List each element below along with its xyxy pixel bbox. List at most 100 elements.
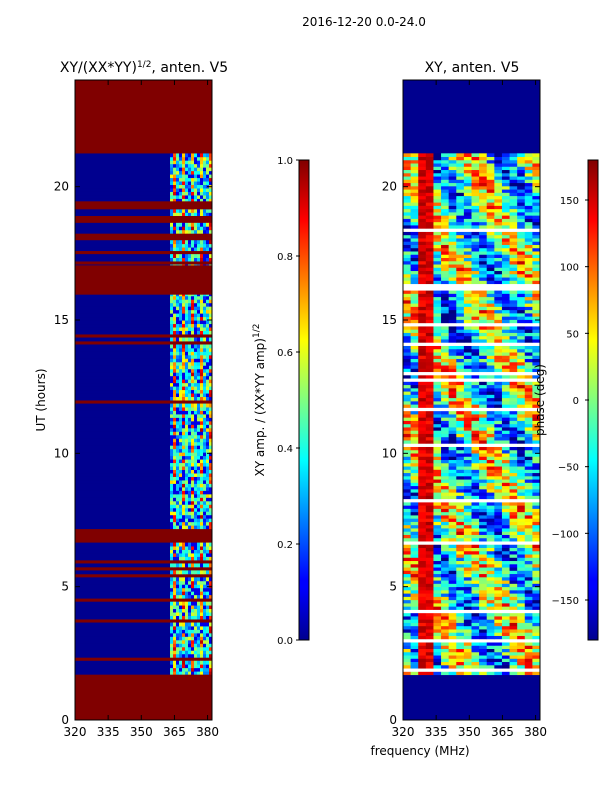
amp-cell bbox=[176, 191, 180, 196]
phase-cell bbox=[418, 632, 427, 636]
phase-cell bbox=[433, 580, 442, 584]
amp-cell bbox=[170, 181, 174, 186]
phase-cell bbox=[501, 440, 510, 444]
phase-cell bbox=[509, 189, 518, 193]
phase-cell bbox=[479, 332, 488, 337]
phase-cell bbox=[524, 202, 533, 206]
amp-cell bbox=[170, 434, 174, 439]
amp-cell bbox=[197, 580, 201, 585]
amp-cell bbox=[170, 431, 174, 436]
amp-cell bbox=[203, 452, 207, 457]
amp-cell bbox=[200, 664, 204, 669]
phase-cell bbox=[418, 414, 427, 418]
amp-cell bbox=[173, 424, 177, 429]
amp-cell bbox=[176, 240, 180, 245]
phase-cell bbox=[441, 632, 449, 636]
phase-cell bbox=[494, 166, 503, 171]
phase-cell bbox=[517, 518, 526, 522]
amp-cell bbox=[206, 636, 210, 641]
amp-cell bbox=[209, 347, 213, 352]
amp-cell bbox=[203, 240, 207, 245]
phase-cell bbox=[509, 234, 518, 239]
amp-cell bbox=[200, 570, 204, 575]
phase-cell bbox=[532, 563, 541, 568]
phase-cell bbox=[433, 280, 442, 285]
amp-cell bbox=[194, 167, 198, 172]
phase-cell bbox=[494, 518, 503, 522]
phase-cell bbox=[524, 550, 533, 555]
phase-cell bbox=[441, 303, 449, 307]
phase-cell bbox=[425, 547, 434, 552]
amp-cell bbox=[188, 431, 192, 436]
phase-cell bbox=[494, 352, 503, 356]
phase-cell bbox=[463, 557, 472, 562]
amp-cell bbox=[173, 594, 177, 599]
phase-cell bbox=[471, 495, 480, 500]
amp-cell bbox=[176, 493, 180, 498]
amp-cell bbox=[203, 653, 207, 658]
amp-cell bbox=[191, 386, 195, 391]
amp-cell bbox=[197, 320, 201, 325]
amp-cell bbox=[170, 504, 174, 509]
phase-x-tick-label: 380 bbox=[524, 725, 547, 739]
amp-cell bbox=[170, 191, 174, 196]
amp-cell bbox=[200, 247, 204, 252]
phase-cell bbox=[524, 567, 533, 571]
amp-cell bbox=[185, 417, 189, 422]
amp-cell bbox=[179, 629, 183, 634]
phase-cell bbox=[418, 293, 427, 298]
amp-cell bbox=[179, 379, 183, 384]
phase-cell bbox=[509, 521, 518, 526]
amp-cell-low bbox=[75, 563, 171, 568]
phase-cell bbox=[486, 648, 495, 653]
phase-cell bbox=[501, 387, 510, 392]
phase-cell bbox=[456, 635, 465, 640]
phase-cell bbox=[509, 163, 518, 167]
phase-cell bbox=[433, 433, 442, 438]
amp-cell bbox=[197, 410, 201, 415]
phase-cell bbox=[425, 632, 434, 636]
phase-cell bbox=[456, 339, 465, 343]
phase-cell bbox=[403, 290, 411, 294]
phase-cell bbox=[501, 625, 510, 630]
amp-cell bbox=[191, 459, 195, 464]
phase-cell bbox=[463, 459, 472, 464]
phase-cell bbox=[501, 163, 510, 167]
phase-cell bbox=[410, 358, 419, 363]
phase-cell bbox=[463, 501, 472, 506]
phase-cell bbox=[494, 664, 503, 669]
amp-cell bbox=[209, 671, 213, 676]
amp-cell bbox=[188, 601, 192, 606]
phase-cell bbox=[494, 563, 503, 568]
phase-cell bbox=[463, 215, 472, 219]
phase-cell bbox=[403, 348, 411, 353]
phase-cell bbox=[403, 472, 411, 477]
phase-cell bbox=[532, 423, 541, 428]
amp-cb-tick-label: 0.6 bbox=[277, 348, 293, 359]
amp-cell-low bbox=[75, 354, 171, 359]
phase-cell bbox=[433, 221, 442, 226]
amp-cell bbox=[200, 556, 204, 561]
amp-cell bbox=[176, 622, 180, 627]
phase-cell bbox=[501, 544, 510, 548]
phase-cell bbox=[517, 583, 526, 588]
phase-cell bbox=[509, 622, 518, 627]
phase-cell bbox=[425, 361, 434, 366]
phase-cell bbox=[471, 179, 480, 184]
phase-cell bbox=[433, 560, 442, 565]
phase-cell bbox=[486, 475, 495, 480]
phase-cell bbox=[463, 479, 472, 483]
phase-cell bbox=[486, 550, 495, 555]
phase-cell bbox=[425, 394, 434, 399]
phase-cell bbox=[441, 397, 449, 402]
amp-cell bbox=[197, 358, 201, 363]
amp-cell bbox=[176, 309, 180, 314]
phase-cell bbox=[441, 312, 449, 317]
phase-cell bbox=[509, 508, 518, 513]
phase-cell bbox=[456, 453, 465, 457]
phase-cell bbox=[471, 234, 480, 239]
amp-cell bbox=[185, 327, 189, 331]
phase-cell bbox=[486, 394, 495, 399]
amp-cell bbox=[194, 313, 198, 318]
amp-cell bbox=[182, 226, 186, 231]
